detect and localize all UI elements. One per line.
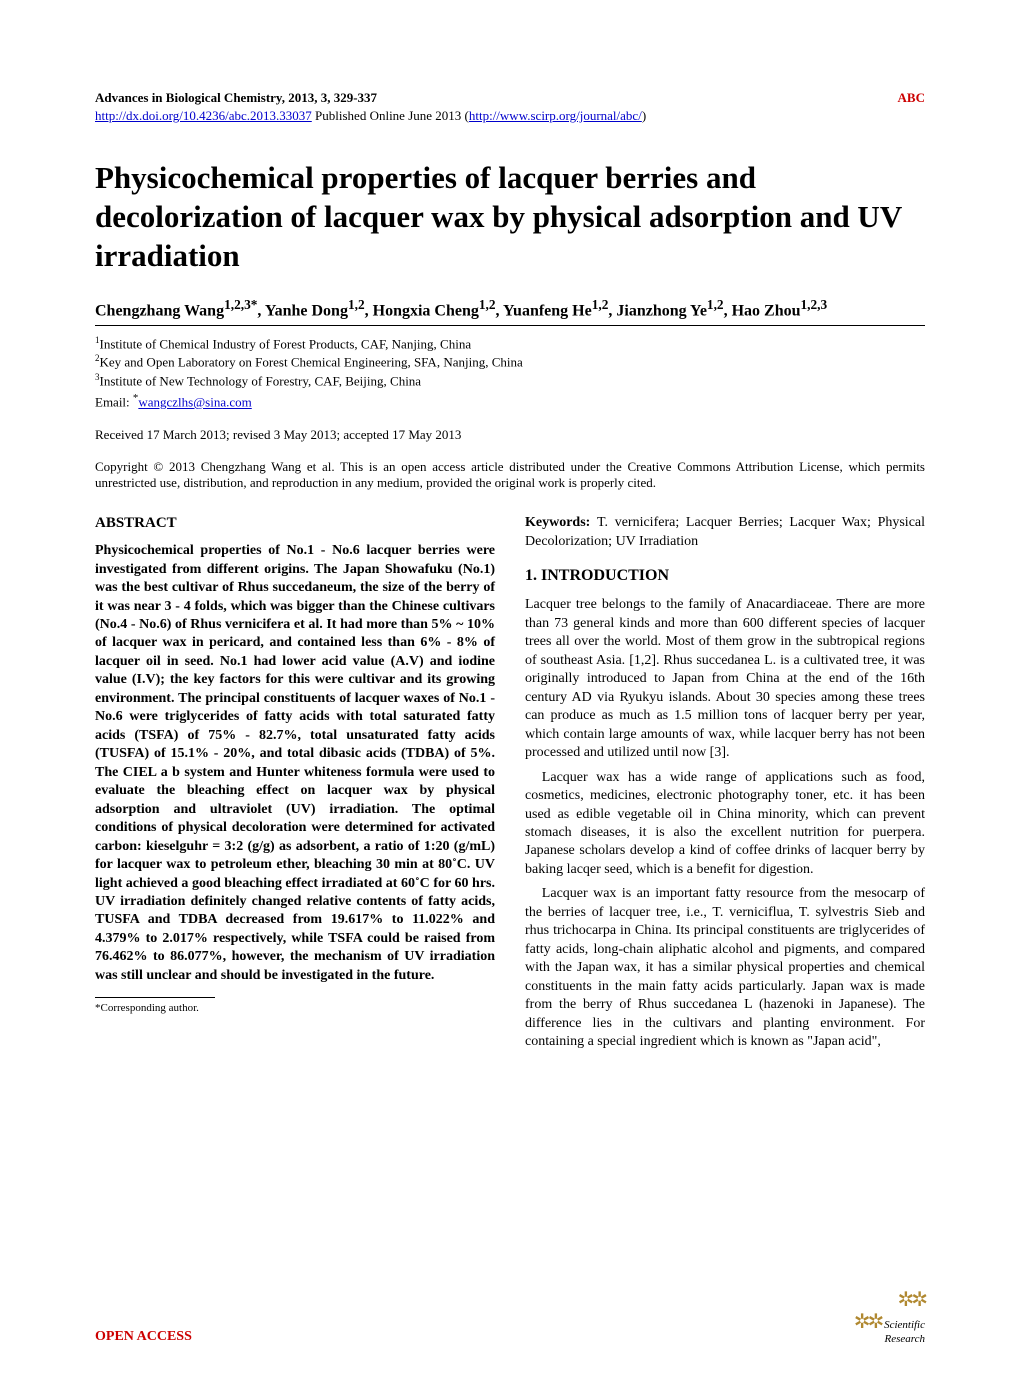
email-line: Email: *wangczlhs@sina.com [95,392,925,410]
publisher-logo: ✲✲✲✲ Scientific Research [854,1289,925,1345]
paper-title: Physicochemical properties of lacquer be… [95,159,925,275]
keywords-label: Keywords: [525,515,597,530]
logo-text-1: Scientific [884,1319,925,1331]
pub-close: ) [642,108,646,123]
open-access-label: OPEN ACCESS [95,1329,192,1345]
two-column-body: ABSTRACT Physicochemical properties of N… [95,514,925,1057]
right-column: Keywords: T. vernicifera; Lacquer Berrie… [525,514,925,1057]
doi-line: http://dx.doi.org/10.4236/abc.2013.33037… [95,108,925,124]
journal-abbrev: ABC [898,90,925,106]
journal-url-link[interactable]: http://www.scirp.org/journal/abc/ [469,108,642,123]
received-dates: Received 17 March 2013; revised 3 May 20… [95,427,925,443]
doi-link[interactable]: http://dx.doi.org/10.4236/abc.2013.33037 [95,108,312,123]
corresponding-author-footnote: *Corresponding author. [95,1001,495,1016]
copyright-notice: Copyright © 2013 Chengzhang Wang et al. … [95,459,925,493]
author-list: Chengzhang Wang1,2,3*, Yanhe Dong1,2, Ho… [95,297,925,325]
intro-para-3: Lacquer wax is an important fatty resour… [525,885,925,1051]
pub-text: Published Online June 2013 ( [312,108,469,123]
journal-citation: Advances in Biological Chemistry, 2013, … [95,90,377,106]
logo-text-2: Research [884,1333,925,1345]
email-link[interactable]: wangczlhs@sina.com [138,395,251,410]
intro-para-1: Lacquer tree belongs to the family of An… [525,596,925,762]
affiliation-1: 1Institute of Chemical Industry of Fores… [95,334,925,353]
footnote-rule [95,997,215,998]
affiliation-3: 3Institute of New Technology of Forestry… [95,371,925,390]
keywords-block: Keywords: T. vernicifera; Lacquer Berrie… [525,514,925,551]
page-footer: OPEN ACCESS ✲✲✲✲ Scientific Research [95,1289,925,1345]
abstract-heading: ABSTRACT [95,514,495,534]
abstract-body: Physicochemical properties of No.1 - No.… [95,542,495,985]
left-column: ABSTRACT Physicochemical properties of N… [95,514,495,1057]
affiliation-2: 2Key and Open Laboratory on Forest Chemi… [95,352,925,371]
intro-para-2: Lacquer wax has a wide range of applicat… [525,769,925,880]
introduction-heading: 1. INTRODUCTION [525,565,925,586]
